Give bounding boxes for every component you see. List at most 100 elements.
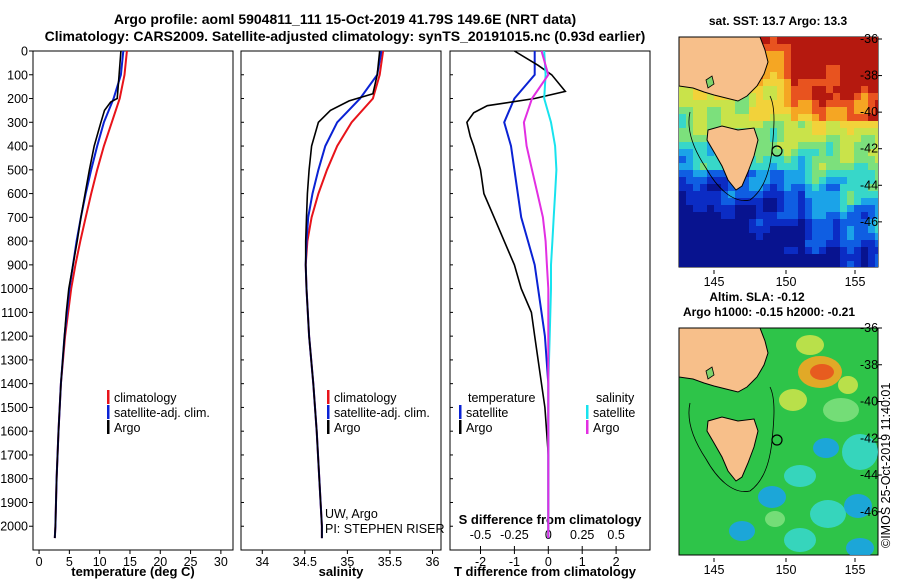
sst-cell — [693, 240, 701, 248]
sst-cell — [854, 37, 862, 45]
lat-tick-label: -36 — [860, 321, 878, 335]
sst-cell — [833, 219, 841, 227]
sst-cell — [679, 149, 687, 157]
sst-cell — [812, 163, 820, 171]
sst-cell — [861, 142, 869, 150]
sst-cell — [742, 177, 750, 185]
sst-cell — [875, 149, 878, 157]
sst-cell — [735, 254, 743, 262]
sst-cell — [721, 240, 729, 248]
sla-anomaly-blob — [823, 398, 859, 422]
lat-tick-label: -38 — [860, 69, 878, 83]
sst-cell — [742, 247, 750, 255]
sst-cell — [854, 156, 862, 164]
sst-cell — [777, 198, 785, 206]
sst-cell — [819, 184, 827, 192]
sst-cell — [777, 93, 785, 101]
sst-cell — [868, 58, 876, 66]
sst-cell — [798, 247, 806, 255]
sst-cell — [700, 205, 708, 213]
x-axis-label: T difference from climatology — [454, 564, 637, 579]
sst-cell — [784, 184, 792, 192]
sst-cell — [798, 135, 806, 143]
sst-cell — [847, 247, 855, 255]
sst-cell — [735, 191, 743, 199]
sst-cell — [854, 205, 862, 213]
sst-cell — [791, 184, 799, 192]
sst-cell — [721, 219, 729, 227]
sst-cell — [819, 191, 827, 199]
sst-cell — [700, 177, 708, 185]
sst-cell — [840, 205, 848, 213]
sst-cell — [784, 198, 792, 206]
sst-cell — [875, 107, 878, 115]
sst-cell — [833, 226, 841, 234]
sst-cell — [875, 72, 878, 80]
sst-cell — [770, 149, 778, 157]
sst-cell — [826, 51, 834, 59]
sst-cell — [756, 114, 764, 122]
sst-cell — [735, 100, 743, 108]
sst-cell — [735, 233, 743, 241]
sst-cell — [819, 121, 827, 129]
sst-cell — [791, 212, 799, 220]
sst-cell — [833, 184, 841, 192]
sst-cell — [840, 198, 848, 206]
sst-cell — [784, 100, 792, 108]
legend-satellite-label: satellite-adj. clim. — [114, 406, 210, 420]
sst-cell — [812, 254, 820, 262]
sst-cell — [812, 170, 820, 178]
sst-map-lat-ticks: -36 -38 -40 -42 -44 -46 — [860, 32, 882, 229]
sst-cell — [686, 121, 694, 129]
sst-cell — [847, 226, 855, 234]
sst-cell — [749, 121, 757, 129]
legend-argo-swatch — [327, 420, 330, 434]
sla-map-title-line1: Altim. SLA: -0.12 — [709, 290, 805, 304]
sst-cell — [854, 261, 862, 267]
sla-anomaly-blob — [810, 500, 846, 528]
sst-cell — [784, 261, 792, 267]
lon-tick-label: 155 — [845, 563, 866, 577]
sst-cell — [812, 107, 820, 115]
sst-cell — [693, 93, 701, 101]
sst-cell — [847, 261, 855, 267]
sst-cell — [707, 219, 715, 227]
sst-cell — [868, 135, 876, 143]
sst-cell — [861, 51, 869, 59]
legend-sal-satellite-swatch — [586, 405, 589, 419]
lon-tick-label: 150 — [776, 563, 797, 577]
sst-cell — [798, 219, 806, 227]
sst-cell — [763, 212, 771, 220]
sst-cell — [861, 240, 869, 248]
sst-cell — [707, 226, 715, 234]
top-tick-label: 0.5 — [607, 528, 624, 542]
sst-cell — [777, 156, 785, 164]
sst-cell — [805, 163, 813, 171]
sst-cell — [679, 212, 687, 220]
sst-cell — [679, 254, 687, 262]
sst-cell — [784, 72, 792, 80]
lon-tick-label: 155 — [845, 275, 866, 289]
sst-cell — [854, 107, 862, 115]
sst-cell — [686, 177, 694, 185]
sst-cell — [770, 51, 778, 59]
sst-cell — [812, 156, 820, 164]
sst-cell — [847, 93, 855, 101]
sst-cell — [833, 121, 841, 129]
sst-cell — [791, 191, 799, 199]
sst-cell — [798, 198, 806, 206]
sst-cell — [756, 240, 764, 248]
sst-cell — [770, 177, 778, 185]
sst-cell — [868, 72, 876, 80]
sla-anomaly-blob — [842, 434, 878, 470]
sst-cell — [819, 58, 827, 66]
sst-cell — [847, 44, 855, 52]
series-line-argo — [54, 50, 122, 539]
sst-cell — [714, 191, 722, 199]
sst-cell — [700, 261, 708, 267]
sst-cell — [791, 247, 799, 255]
lat-tick-label: -46 — [860, 505, 878, 519]
sst-cell — [763, 72, 771, 80]
sst-cell — [875, 198, 878, 206]
y-tick-label: 500 — [7, 163, 28, 177]
